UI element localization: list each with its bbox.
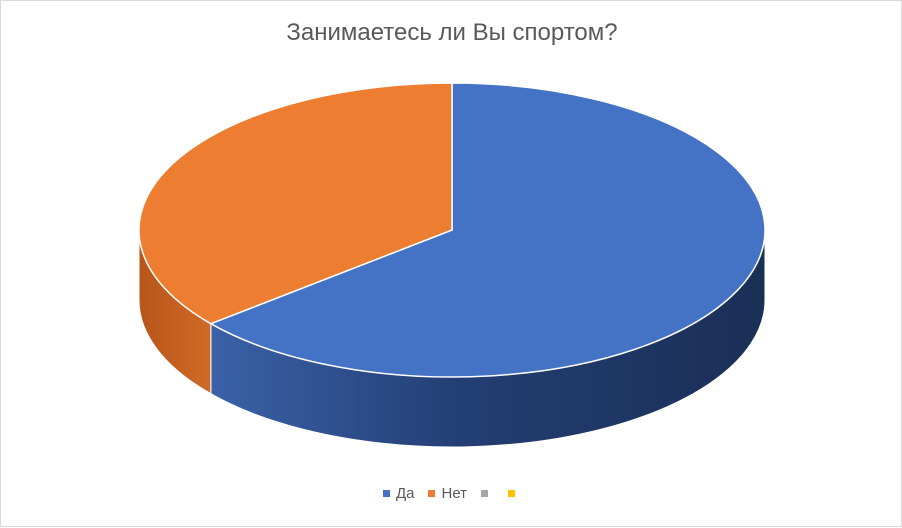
legend-swatch [481, 490, 489, 497]
legend-label: Да [395, 485, 415, 502]
legend-item-da[interactable]: Да [382, 485, 415, 502]
legend-swatch [428, 490, 436, 497]
legend-item-empty-3[interactable] [481, 490, 494, 497]
chart-title: Занимаетесь ли Вы спортом? [286, 19, 618, 46]
legend: Да Нет [1, 485, 902, 502]
legend-label: Нет [441, 485, 468, 502]
pie-slice-da[interactable] [209, 82, 766, 378]
legend-swatch [382, 490, 390, 497]
legend-item-net[interactable]: Нет [428, 485, 467, 502]
pie-slice-net[interactable] [138, 82, 453, 325]
legend-swatch [508, 490, 516, 497]
legend-item-empty-4[interactable] [508, 490, 521, 497]
